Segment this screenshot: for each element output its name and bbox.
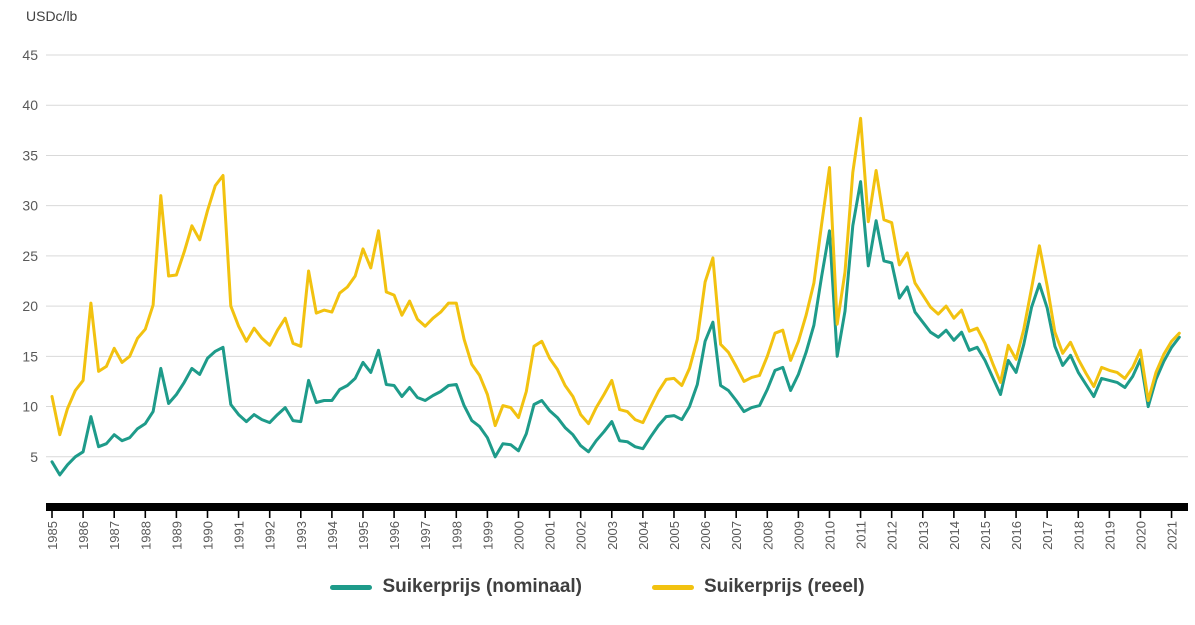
chart-legend: Suikerprijs (nominaal) Suikerprijs (reee… [0,576,1195,598]
x-tick-label: 1985 [45,521,60,550]
x-tick-label: 2021 [1165,521,1180,550]
nominal-series-swatch-icon [330,584,373,590]
x-tick-label: 1997 [418,521,433,550]
x-tick-label: 2009 [791,521,806,550]
x-tick-label: 2001 [543,521,558,550]
series-real-line [50,116,1181,437]
x-tick-label: 1993 [294,521,309,550]
legend-item-nominal: Suikerprijs (nominaal) [330,576,582,598]
legend-item-real: Suikerprijs (reeel) [652,576,865,598]
x-tick-label: 2003 [605,521,620,550]
y-axis-unit-label: USDc/lb [26,8,78,24]
x-tick-label: 2010 [822,521,837,550]
y-tick-label: 5 [30,449,38,465]
y-tick-label: 25 [22,248,38,264]
x-tick-label: 1986 [76,521,91,550]
x-tick-label: 1988 [138,521,153,550]
x-tick-label: 2012 [885,521,900,550]
x-tick-label: 1999 [480,521,495,550]
x-tick-label: 2020 [1133,521,1148,550]
x-tick-label: 2019 [1102,521,1117,550]
x-tick-label: 2004 [636,521,651,550]
x-tick-label: 1989 [169,521,184,550]
y-tick-label: 35 [22,147,38,163]
x-tick-label: 1995 [356,521,371,550]
x-tick-label: 2006 [698,521,713,550]
x-tick-label: 1990 [200,521,215,550]
x-tick-label: 2017 [1040,521,1055,550]
x-tick-label: 1996 [387,521,402,550]
x-tick-label: 2013 [916,521,931,550]
legend-label-nominal: Suikerprijs (nominaal) [382,576,582,597]
y-tick-label: 40 [22,97,38,113]
y-tick-label: 10 [22,399,38,415]
y-tick-label: 30 [22,198,38,214]
y-tick-label: 20 [22,298,38,314]
legend-label-real: Suikerprijs (reeel) [704,576,865,597]
x-axis-baseline [46,503,1188,511]
x-tick-label: 2008 [760,521,775,550]
x-tick-label: 1987 [107,521,122,550]
x-tick-label: 2007 [729,521,744,550]
y-tick-label: 45 [22,47,38,63]
x-tick-label: 2002 [574,521,589,550]
series-nominal-line [50,180,1181,477]
x-tick-label: 1998 [449,521,464,550]
x-tick-label: 2015 [978,521,993,550]
x-tick-label: 2014 [947,521,962,550]
x-tick-label: 1992 [263,521,278,550]
x-tick-label: 2000 [511,521,526,550]
real-series-swatch-icon [652,584,694,590]
x-tick-label: 1994 [325,521,340,550]
x-tick-label: 2005 [667,521,682,550]
y-tick-label: 15 [22,348,38,364]
x-tick-label: 2016 [1009,521,1024,550]
x-tick-label: 1991 [232,521,247,550]
x-tick-label: 2018 [1071,521,1086,550]
x-tick-label: 2011 [854,521,869,549]
